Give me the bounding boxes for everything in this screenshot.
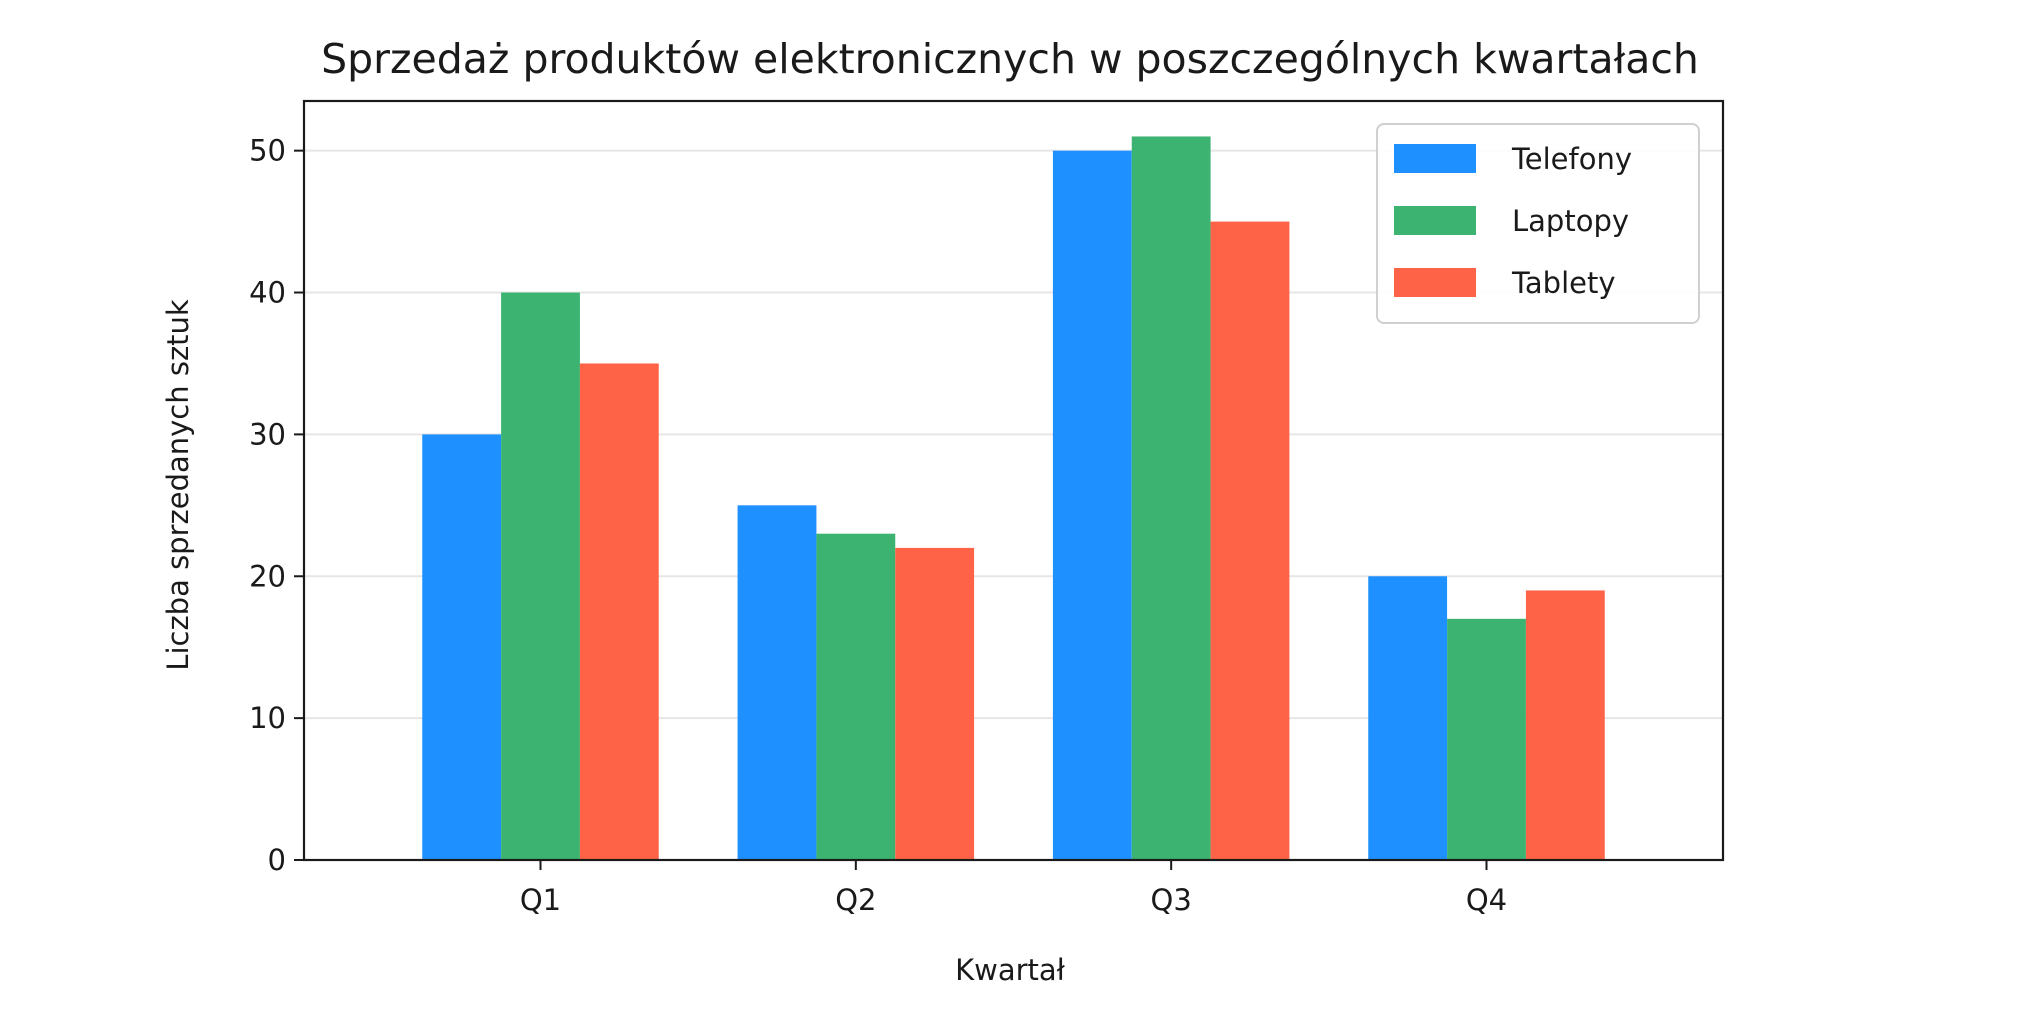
bar-telefony-q1 [422, 434, 502, 860]
bar-telefony-q3 [1052, 150, 1132, 861]
chart-title: Sprzedaż produktów elektronicznych w pos… [321, 35, 1699, 83]
legend-swatch-tablety [1394, 268, 1476, 297]
bar-tablety-q3 [1210, 221, 1290, 860]
y-tick-label: 10 [249, 701, 286, 735]
legend-label-laptopy: Laptopy [1512, 204, 1629, 238]
bar-telefony-q2 [737, 505, 817, 860]
bar-laptopy-q3 [1131, 136, 1211, 860]
x-tick-label: Q2 [835, 883, 876, 917]
y-tick-label: 50 [249, 134, 286, 168]
legend-swatch-telefony [1394, 144, 1476, 173]
bar-laptopy-q1 [501, 292, 580, 860]
tick-labels: 0 10 20 30 40 50 Q1 Q2 Q3 Q4 [249, 134, 1507, 917]
bars [422, 136, 1605, 861]
bar-telefony-q4 [1368, 576, 1448, 860]
legend: Telefony Laptopy Tablety [1376, 123, 1700, 324]
plot-frame [302, 99, 1725, 862]
bar-laptopy-q4 [1447, 618, 1526, 860]
bar-tablety-q2 [895, 547, 975, 860]
legend-label-telefony: Telefony [1511, 142, 1632, 176]
x-tick-label: Q3 [1151, 883, 1192, 917]
axes [294, 99, 1725, 870]
x-axis-label: Kwartał [955, 953, 1066, 987]
x-tick-label: Q4 [1466, 883, 1507, 917]
y-axis-label: Liczba sprzedanych sztuk [161, 299, 195, 671]
y-tick-label: 30 [249, 417, 286, 451]
y-tick-label: 40 [249, 276, 286, 310]
y-tick-label: 20 [249, 559, 286, 593]
bar-tablety-q4 [1525, 590, 1605, 860]
legend-label-tablety: Tablety [1511, 266, 1616, 300]
x-tick-label: Q1 [520, 883, 561, 917]
bar-laptopy-q2 [816, 533, 896, 860]
y-tick-label: 0 [268, 843, 286, 877]
bar-tablety-q1 [579, 363, 659, 860]
legend-swatch-laptopy [1394, 206, 1476, 235]
